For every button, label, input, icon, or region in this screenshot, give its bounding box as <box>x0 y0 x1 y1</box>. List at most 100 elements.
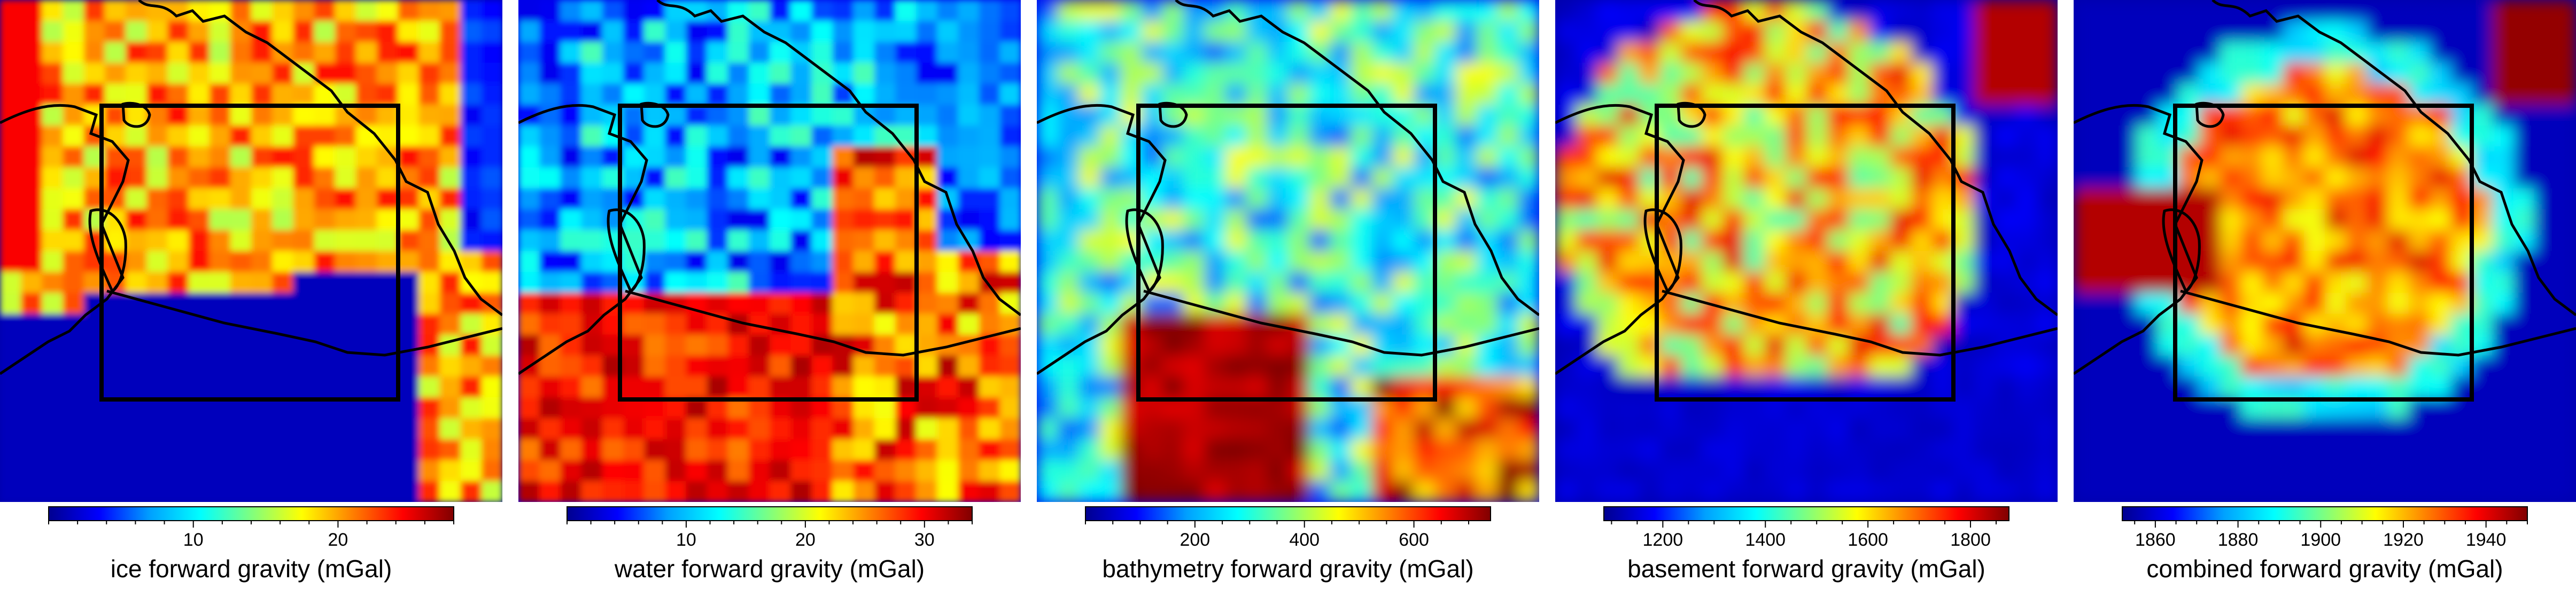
field-cell <box>2471 481 2493 502</box>
field-cell <box>853 167 875 189</box>
field-cell <box>916 21 938 43</box>
field-cell <box>1351 146 1372 168</box>
field-cell <box>1120 21 1142 43</box>
field-cell <box>1141 439 1163 461</box>
field-cell <box>2387 209 2409 231</box>
field-cell <box>398 460 420 482</box>
field-cell <box>2136 355 2158 377</box>
field-cell <box>2513 293 2535 315</box>
field-cell <box>355 230 377 252</box>
field-cell <box>1932 251 1953 272</box>
field-cell <box>2136 230 2158 252</box>
field-cell <box>916 209 938 231</box>
field-cell <box>2513 125 2535 147</box>
lake-outline <box>2162 208 2201 293</box>
field-cell <box>2241 439 2263 461</box>
field-cell <box>1659 21 1681 43</box>
field-cell <box>1288 355 1309 377</box>
colorbar <box>1085 506 1491 528</box>
field-cell <box>895 313 917 335</box>
field-cell <box>0 125 21 147</box>
field-cell <box>2115 42 2137 64</box>
field-cell <box>188 188 210 210</box>
field-cell <box>2262 439 2284 461</box>
field-cell <box>2366 376 2388 398</box>
field-cell <box>1911 418 1933 440</box>
field-cell <box>377 62 398 84</box>
field-cell <box>1995 125 2016 147</box>
field-cell <box>1246 293 1268 315</box>
field-cell <box>916 125 938 147</box>
field-cell <box>272 439 294 461</box>
field-cell <box>2450 313 2472 335</box>
field-cell <box>1267 42 1289 64</box>
field-cell <box>2429 42 2451 64</box>
field-cell <box>2555 251 2576 272</box>
field-cell <box>104 355 126 377</box>
field-cell <box>2303 104 2325 126</box>
field-cell <box>104 376 126 398</box>
coastline-north <box>2212 0 2576 316</box>
field-cell <box>2015 42 2037 64</box>
field-cell <box>1827 334 1849 356</box>
field-cell <box>1037 83 1058 105</box>
field-cell <box>2387 0 2409 21</box>
field-cell <box>1141 21 1163 43</box>
field-cell <box>1974 62 1996 84</box>
field-cell <box>2157 481 2179 502</box>
field-cell <box>1225 188 1247 210</box>
field-cell <box>2220 42 2242 64</box>
field-cell <box>1827 125 1849 147</box>
field-cell <box>1183 230 1205 252</box>
field-cell <box>1785 125 1807 147</box>
field-cell <box>1078 293 1100 315</box>
field-cell <box>21 355 43 377</box>
field-cell <box>1722 272 1744 294</box>
field-cell <box>1743 125 1765 147</box>
field-cell <box>2346 188 2368 210</box>
field-cell <box>2450 251 2472 272</box>
field-cell <box>832 481 854 502</box>
field-cell <box>1434 272 1456 294</box>
field-cell <box>1351 481 1372 502</box>
field-cell <box>916 460 938 482</box>
field-cell <box>748 355 770 377</box>
field-cell <box>314 42 336 64</box>
field-cell <box>1974 146 1996 168</box>
field-cell <box>1827 167 1849 189</box>
field-cell <box>2429 481 2451 502</box>
field-cell <box>1518 251 1539 272</box>
field-cell <box>2199 21 2221 43</box>
field-cell <box>1351 272 1372 294</box>
field-cell <box>1576 293 1598 315</box>
field-cell <box>335 418 356 440</box>
field-cell <box>686 334 708 356</box>
field-cell <box>1037 125 1058 147</box>
colorbar-gradient <box>567 506 973 521</box>
field-cell <box>937 251 959 272</box>
field-cell <box>1099 42 1121 64</box>
field-cell <box>1848 251 1870 272</box>
field-cell <box>272 418 294 440</box>
field-cell <box>1099 146 1121 168</box>
field-cell <box>1246 376 1268 398</box>
field-cell <box>2220 418 2242 440</box>
field-cell <box>2094 230 2116 252</box>
field-cell <box>560 21 582 43</box>
field-cell <box>2429 21 2451 43</box>
field-cell <box>2555 293 2576 315</box>
field-cell <box>2303 167 2325 189</box>
field-cell <box>377 167 398 189</box>
field-cell <box>1267 251 1289 272</box>
field-cell <box>916 439 938 461</box>
field-cell <box>314 293 336 315</box>
field-cell <box>1764 83 1786 105</box>
colorbar-tick-label: 1920 <box>2383 530 2424 550</box>
field-cell <box>2387 293 2409 315</box>
field-cell <box>146 167 168 189</box>
field-cell <box>2094 376 2116 398</box>
field-cell <box>790 418 812 440</box>
field-cell <box>1518 104 1539 126</box>
field-cell <box>293 313 315 335</box>
field-cell <box>686 272 708 294</box>
